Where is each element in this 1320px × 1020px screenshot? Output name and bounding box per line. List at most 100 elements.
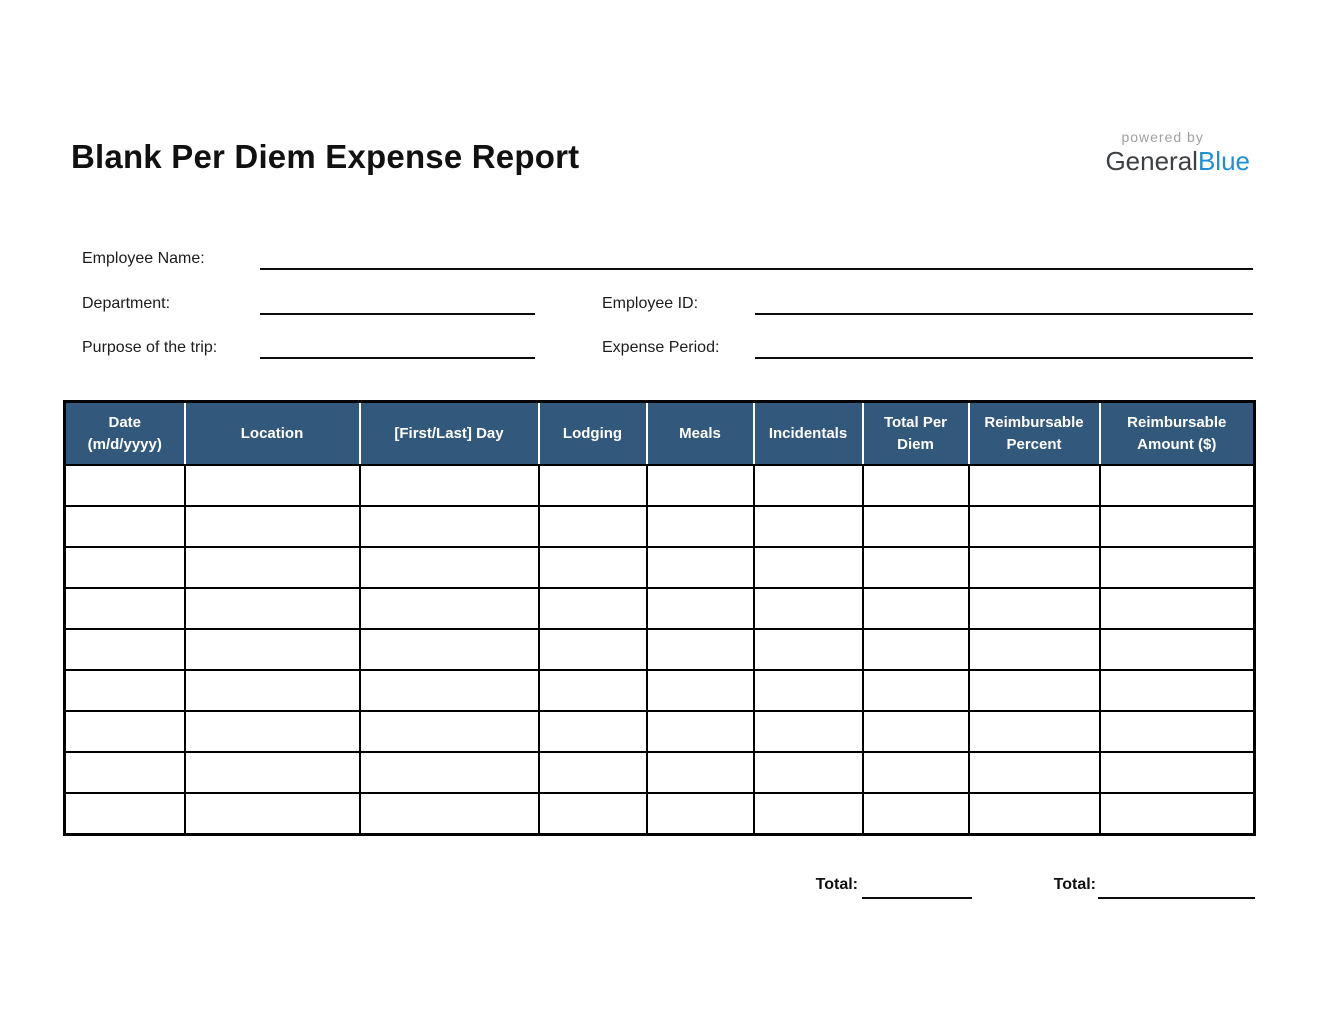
table-cell[interactable] [645, 587, 755, 630]
table-cell[interactable] [183, 546, 361, 589]
table-cell[interactable] [861, 505, 970, 548]
table-cell[interactable] [1098, 669, 1256, 712]
table-cell[interactable] [183, 628, 361, 671]
table-cell[interactable] [967, 710, 1101, 753]
employee-name-label: Employee Name: [82, 250, 205, 267]
table-cell[interactable] [183, 505, 361, 548]
table-cell[interactable] [861, 710, 970, 753]
table-cell[interactable] [1098, 792, 1256, 836]
table-cell[interactable] [358, 792, 540, 836]
table-cell[interactable] [1098, 505, 1256, 548]
table-row [63, 587, 1256, 630]
table-cell[interactable] [537, 628, 648, 671]
table-cell[interactable] [645, 464, 755, 507]
table-cell[interactable] [358, 505, 540, 548]
table-cell[interactable] [63, 628, 186, 671]
column-header-date: Date (m/d/yyyy) [63, 400, 186, 466]
table-cell[interactable] [537, 669, 648, 712]
per-diem-total-label: Total: [815, 876, 858, 893]
table-cell[interactable] [967, 505, 1101, 548]
table-cell[interactable] [63, 669, 186, 712]
table-cell[interactable] [645, 669, 755, 712]
table-cell[interactable] [537, 505, 648, 548]
table-cell[interactable] [63, 546, 186, 589]
table-cell[interactable] [183, 587, 361, 630]
table-cell[interactable] [861, 587, 970, 630]
table-cell[interactable] [752, 505, 864, 548]
table-cell[interactable] [537, 546, 648, 589]
table-cell[interactable] [645, 751, 755, 794]
table-cell[interactable] [967, 628, 1101, 671]
table-cell[interactable] [358, 546, 540, 589]
table-cell[interactable] [967, 792, 1101, 836]
table-cell[interactable] [967, 546, 1101, 589]
table-cell[interactable] [183, 710, 361, 753]
table-cell[interactable] [183, 669, 361, 712]
table-cell[interactable] [645, 792, 755, 836]
table-cell[interactable] [967, 751, 1101, 794]
table-cell[interactable] [1098, 751, 1256, 794]
table-cell[interactable] [358, 587, 540, 630]
table-cell[interactable] [645, 546, 755, 589]
employee-name-field[interactable] [260, 248, 1253, 270]
powered-by-text: powered by [1121, 129, 1204, 145]
table-cell[interactable] [183, 751, 361, 794]
table-row [63, 710, 1256, 753]
table-cell[interactable] [358, 628, 540, 671]
table-cell[interactable] [967, 669, 1101, 712]
table-cell[interactable] [1098, 546, 1256, 589]
table-cell[interactable] [537, 751, 648, 794]
table-cell[interactable] [752, 546, 864, 589]
table-cell[interactable] [752, 628, 864, 671]
table-cell[interactable] [358, 669, 540, 712]
table-cell[interactable] [537, 464, 648, 507]
table-cell[interactable] [645, 628, 755, 671]
table-row [63, 669, 1256, 712]
table-cell[interactable] [861, 546, 970, 589]
table-cell[interactable] [967, 587, 1101, 630]
table-cell[interactable] [358, 464, 540, 507]
table-cell[interactable] [861, 792, 970, 836]
column-header-total-per-diem: Total Per Diem [862, 400, 970, 466]
table-cell[interactable] [63, 792, 186, 836]
table-cell[interactable] [752, 669, 864, 712]
employee-id-field[interactable] [755, 293, 1253, 315]
table-cell[interactable] [63, 505, 186, 548]
department-field[interactable] [260, 293, 535, 315]
table-cell[interactable] [752, 751, 864, 794]
table-cell[interactable] [752, 710, 864, 753]
table-cell[interactable] [645, 505, 755, 548]
table-cell[interactable] [752, 464, 864, 507]
table-cell[interactable] [861, 751, 970, 794]
table-cell[interactable] [1098, 464, 1256, 507]
table-cell[interactable] [537, 587, 648, 630]
table-cell[interactable] [861, 628, 970, 671]
table-cell[interactable] [1098, 587, 1256, 630]
table-cell[interactable] [537, 792, 648, 836]
table-cell[interactable] [63, 751, 186, 794]
table-cell[interactable] [645, 710, 755, 753]
table-cell[interactable] [63, 710, 186, 753]
reimbursable-total-field[interactable] [1098, 878, 1255, 899]
table-cell[interactable] [63, 464, 186, 507]
purpose-of-trip-field[interactable] [260, 337, 535, 359]
table-cell[interactable] [861, 464, 970, 507]
column-header-reimbursable-percent: Reimbursable Percent [968, 400, 1101, 466]
table-row [63, 546, 1256, 589]
table-cell[interactable] [752, 587, 864, 630]
per-diem-total-field[interactable] [862, 878, 972, 899]
table-cell[interactable] [183, 464, 361, 507]
page-title: Blank Per Diem Expense Report [71, 138, 580, 175]
table-cell[interactable] [358, 751, 540, 794]
table-cell[interactable] [63, 587, 186, 630]
table-cell[interactable] [183, 792, 361, 836]
table-cell[interactable] [1098, 628, 1256, 671]
table-cell[interactable] [967, 464, 1101, 507]
table-cell[interactable] [1098, 710, 1256, 753]
expense-period-field[interactable] [755, 337, 1253, 359]
table-cell[interactable] [752, 792, 864, 836]
table-cell[interactable] [537, 710, 648, 753]
table-cell[interactable] [861, 669, 970, 712]
table-body [63, 464, 1256, 836]
table-cell[interactable] [358, 710, 540, 753]
